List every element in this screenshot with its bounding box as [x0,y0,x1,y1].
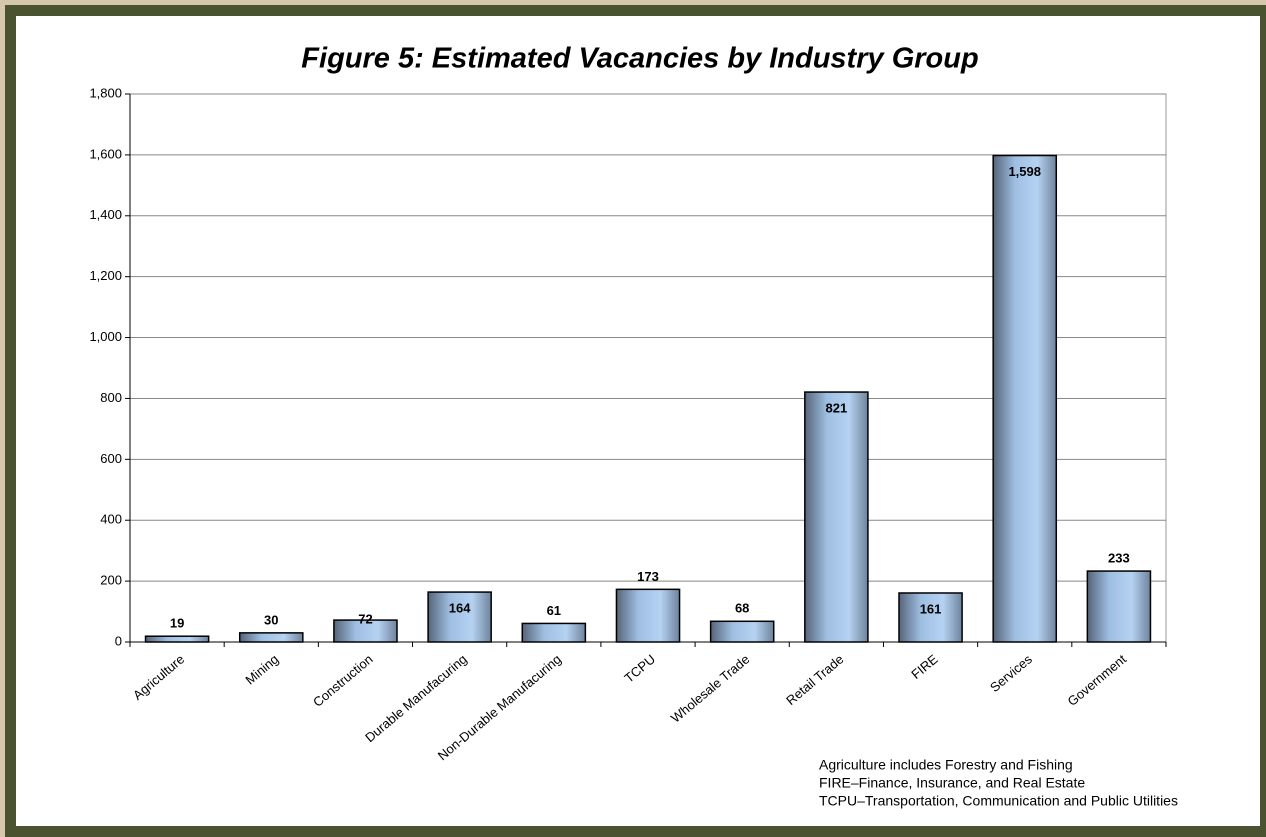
x-tick-label: Construction [310,651,376,709]
footnote: FIRE–Finance, Insurance, and Real Estate [819,775,1085,791]
y-tick-label: 1,600 [89,146,122,161]
bar [238,632,304,643]
y-tick-label: 1,000 [89,329,122,344]
x-tick-label: Wholesale Trade [668,651,752,725]
value-label: 233 [1108,551,1130,566]
chart-title: Figure 5: Estimated Vacancies by Industr… [301,43,978,75]
footnote: Agriculture includes Forestry and Fishin… [819,757,1073,773]
y-tick-label: 600 [100,451,122,466]
y-tick-label: 1,200 [89,268,122,283]
bar [615,588,681,643]
y-tick-label: 400 [100,512,122,527]
value-label: 19 [170,616,184,631]
bar [898,592,963,643]
x-tick-label: Durable Manufacuring [362,651,470,745]
x-tick-label: Mining [242,651,281,687]
bar [709,620,775,643]
value-label: 164 [449,601,471,616]
bar [804,391,869,643]
value-label: 30 [264,612,278,627]
y-tick-label: 1,800 [89,85,122,100]
y-tick-label: 800 [100,390,122,405]
x-tick-label: Agriculture [130,651,187,702]
bar [144,635,210,643]
value-label: 72 [358,612,372,627]
x-tick-label: TCPU [621,651,658,685]
value-label: 161 [920,601,942,616]
value-label: 1,598 [1008,164,1041,179]
value-label: 173 [637,569,659,584]
value-label: 68 [735,601,749,616]
bar [992,154,1058,643]
bar [333,619,398,643]
y-tick-label: 200 [100,573,122,588]
bar [521,622,587,643]
x-tick-label: Retail Trade [783,651,846,708]
x-tick-label: Services [987,651,1035,695]
footnote: TCPU–Transportation, Communication and P… [819,793,1178,809]
y-tick-label: 0 [115,633,122,648]
x-tick-label: FIRE [908,651,941,682]
y-tick-label: 1,400 [89,207,122,222]
bar [1086,570,1152,643]
x-tick-label: Government [1065,651,1130,709]
value-label: 821 [826,400,848,415]
bar [427,591,492,643]
value-label: 61 [547,603,561,618]
